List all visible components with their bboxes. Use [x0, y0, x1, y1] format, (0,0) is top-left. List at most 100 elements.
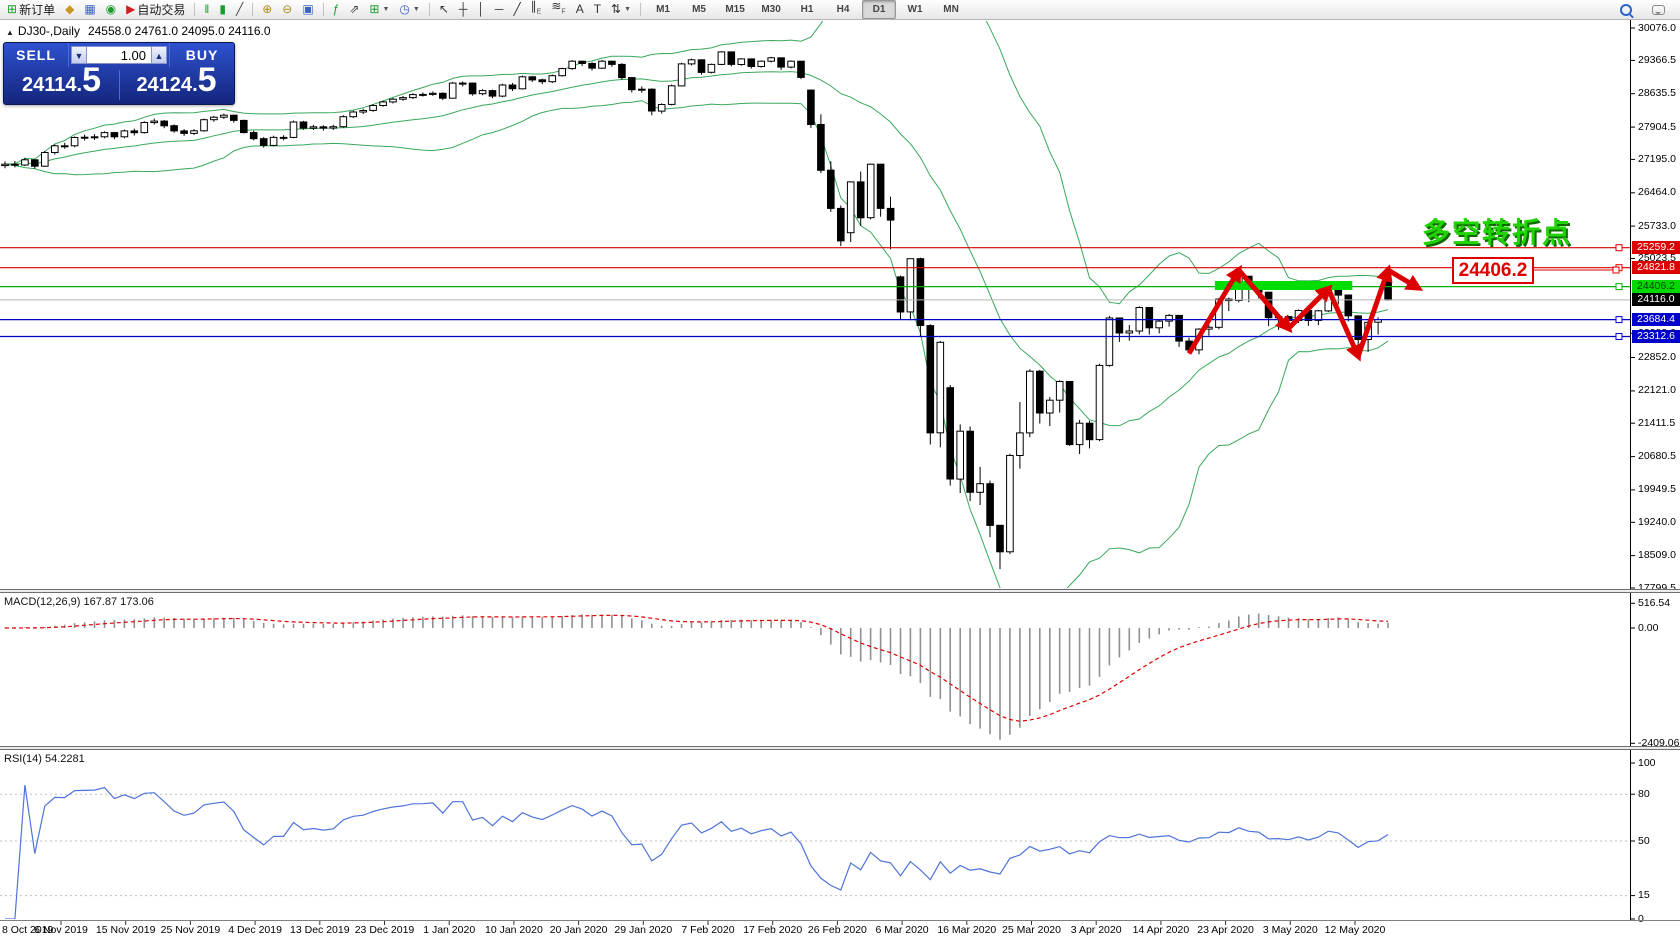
bollinger-middle-band: [4, 71, 1389, 427]
toolbar-separator: [640, 3, 642, 16]
trendline-icon: ╱: [513, 2, 521, 16]
zoom-out-button[interactable]: ⊖: [278, 0, 296, 19]
price-divider: [119, 70, 120, 100]
timeframe-button-H1[interactable]: H1: [800, 4, 814, 15]
date-label: 16 Mar 2020: [937, 924, 997, 936]
timeframe-button-W1[interactable]: W1: [907, 4, 923, 15]
timeframe-button-M1[interactable]: M1: [656, 4, 670, 15]
new-order-button[interactable]: ⊞ 新订单: [7, 2, 56, 17]
volume-decrease-button[interactable]: ▼: [71, 46, 87, 64]
autotrading-button[interactable]: ▶ 自动交易: [126, 2, 186, 17]
candlestick-chart-button[interactable]: ▮: [215, 0, 230, 19]
price-tick-label: 28635.5: [1638, 87, 1676, 100]
timeframe-button-M5[interactable]: M5: [692, 4, 706, 15]
sell-price[interactable]: 24114.5: [22, 61, 101, 99]
macd-panel[interactable]: [4, 613, 1389, 740]
date-label: 13 Dec 2019: [290, 924, 350, 936]
periods-icon: ◷: [399, 2, 410, 16]
buy-price[interactable]: 24124.5: [136, 61, 217, 99]
chat-bubble-icon: [1652, 4, 1665, 15]
text-label-icon: T: [593, 2, 602, 16]
data-window-button[interactable]: ▦: [80, 0, 99, 19]
fibonacci-button[interactable]: ≋F: [547, 0, 569, 19]
tile-windows-icon: ▣: [302, 2, 314, 16]
main-chart[interactable]: [0, 0, 1630, 604]
text-button[interactable]: A: [572, 0, 588, 19]
price-tick-label: 26464.0: [1638, 186, 1676, 199]
price-callout-label[interactable]: 24406.2: [1452, 257, 1534, 284]
zoom-in-icon: ⊕: [262, 2, 273, 16]
zoom-out-icon: ⊖: [282, 2, 293, 16]
buy-button[interactable]: BUY: [169, 43, 234, 67]
date-label: 23 Apr 2020: [1197, 924, 1254, 936]
date-label: 15 Nov 2019: [95, 924, 156, 936]
line-chart-button[interactable]: ╱: [232, 0, 247, 19]
date-label: 12 May 2020: [1324, 924, 1386, 936]
price-tick-label: 20680.5: [1638, 450, 1676, 463]
equidistant-channel-icon: ∥E: [530, 0, 542, 16]
timeframe-button-D1[interactable]: D1: [862, 0, 897, 19]
volume-input[interactable]: 1.00: [87, 46, 151, 64]
horizontal-line-button[interactable]: ─: [491, 0, 508, 19]
zigzag-arrow: [1186, 264, 1242, 355]
zigzag-arrow: [1236, 268, 1293, 333]
price-axis[interactable]: [1631, 20, 1680, 921]
date-label: 29 Jan 2020: [614, 924, 673, 936]
zoom-in-button[interactable]: ⊕: [258, 0, 276, 19]
search-icon: [1620, 3, 1632, 16]
fibonacci-icon: ≋F: [551, 0, 566, 16]
rsi-panel[interactable]: [0, 785, 1630, 919]
toolbar-separator: [428, 3, 430, 16]
price-tick-label: 19240.0: [1638, 515, 1676, 528]
volume-stepper: ▼ 1.00 ▲: [71, 46, 167, 64]
timeframe-button-M15[interactable]: M15: [725, 4, 745, 15]
objects-button[interactable]: ⇗: [345, 0, 363, 19]
objects-icon: ⇗: [349, 2, 360, 16]
text-label-button[interactable]: T: [590, 0, 605, 19]
tile-windows-button[interactable]: ▣: [298, 0, 317, 19]
periods-button[interactable]: ◷ ▼: [395, 0, 423, 19]
market-watch-button[interactable]: ◆: [61, 0, 78, 19]
community-button[interactable]: [1648, 0, 1669, 19]
price-line-badge: 23312.6: [1632, 330, 1680, 343]
arrows-button[interactable]: ⇅ ▼: [607, 0, 635, 19]
collapse-triangle-icon[interactable]: ▲: [6, 28, 14, 37]
candlestick-chart-icon: ▮: [219, 2, 226, 16]
timeframe-button-H4[interactable]: H4: [836, 4, 850, 15]
timeframe-button-MN[interactable]: MN: [943, 4, 959, 15]
macd-tick-label: 516.54: [1638, 596, 1671, 609]
zigzag-arrow: [1386, 267, 1424, 291]
cursor-button[interactable]: ↖: [435, 0, 453, 19]
toolbar: ⊞ 新订单 ◆ ▦ ◉ ▶ 自动交易 ‖ ▮ ╱ ⊕ ⊖ ▣ ƒ ⇗ ⊞ ▼ ◷ ▼ ↖ ┼ │ ─ ╱ ∥E ≋F A T ⇅ ▼ M1 M…: [0, 0, 1680, 20]
date-label: 26 Feb 2020: [807, 924, 867, 936]
rsi-tick-label: 100: [1638, 756, 1656, 769]
bar-chart-icon: ‖: [204, 2, 210, 16]
macd-panel-separator[interactable]: [0, 589, 1680, 593]
search-button[interactable]: [1616, 0, 1636, 19]
timeframe-button-M30[interactable]: M30: [761, 4, 781, 15]
templates-button[interactable]: ⊞ ▼: [365, 0, 393, 19]
rsi-panel-separator[interactable]: [0, 746, 1680, 750]
date-label: 4 Dec 2019: [228, 924, 282, 936]
navigator-button[interactable]: ◉: [102, 0, 120, 19]
market-watch-icon: ◆: [65, 2, 75, 16]
price-line-badge: 23684.4: [1632, 313, 1680, 327]
sell-button[interactable]: SELL: [4, 43, 69, 67]
templates-icon: ⊞: [369, 2, 380, 16]
price-line-badge: 24406.2: [1632, 280, 1680, 294]
volume-increase-button[interactable]: ▲: [151, 46, 167, 64]
equidistant-channel-button[interactable]: ∥E: [527, 0, 546, 19]
date-label: 23 Dec 2019: [354, 924, 415, 936]
vertical-line-button[interactable]: │: [473, 0, 489, 19]
date-label: 8 Oct 2019: [2, 924, 54, 936]
line-chart-icon: ╱: [235, 2, 244, 16]
trendline-button[interactable]: ╱: [509, 0, 524, 19]
zigzag-arrow: [1326, 287, 1362, 362]
new-order-icon: ⊞: [7, 2, 18, 16]
crosshair-button[interactable]: ┼: [455, 0, 472, 19]
price-tick-label: 25023.5: [1638, 252, 1676, 264]
bar-chart-button[interactable]: ‖: [200, 0, 213, 19]
chart-symbol-label: DJ30-,Daily: [17, 24, 80, 38]
indicators-button[interactable]: ƒ: [329, 0, 344, 19]
